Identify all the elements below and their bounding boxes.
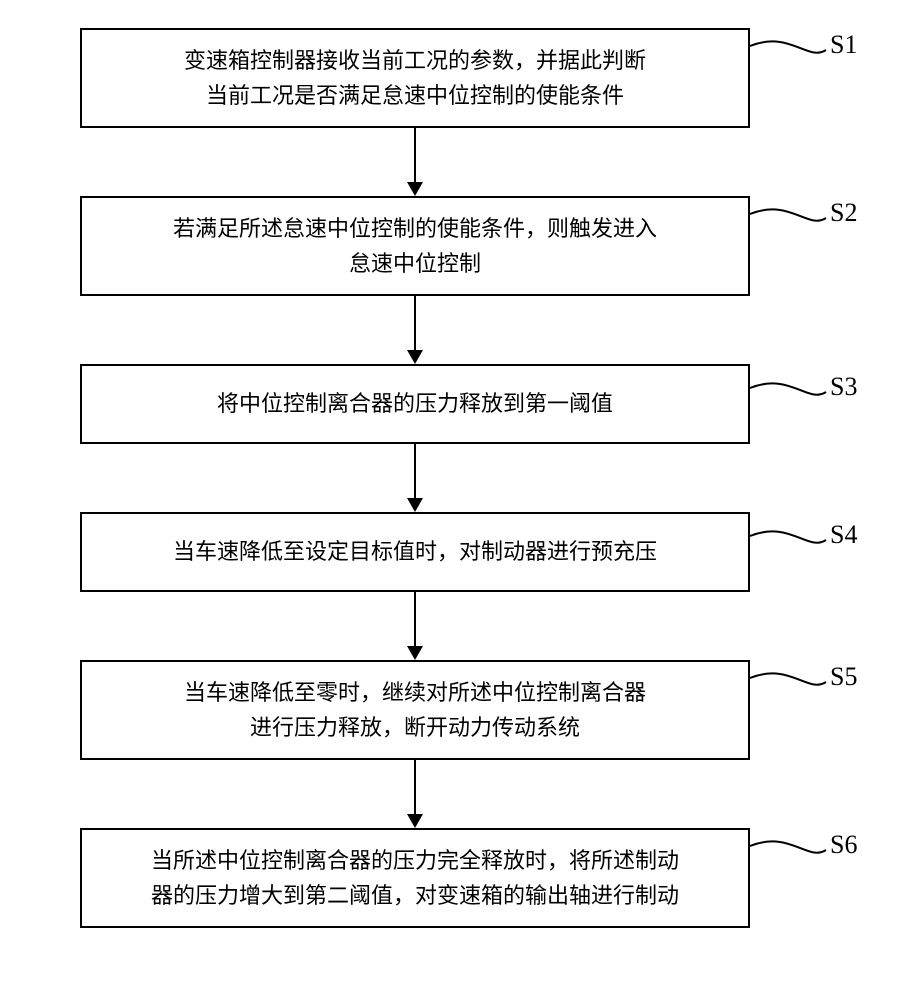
step-text-s6: 当所述中位控制离合器的压力完全释放时，将所述制动器的压力增大到第二阈值，对变速箱… xyxy=(151,843,679,913)
step-text-s4: 当车速降低至设定目标值时，对制动器进行预充压 xyxy=(173,534,657,569)
step-box-s5: 当车速降低至零时，继续对所述中位控制离合器进行压力释放，断开动力传动系统 xyxy=(80,660,750,760)
step-label-s6: S6 xyxy=(830,830,857,860)
step-label-s1: S1 xyxy=(830,30,857,60)
step-text-s5: 当车速降低至零时，继续对所述中位控制离合器进行压力释放，断开动力传动系统 xyxy=(184,675,646,745)
step-box-s2: 若满足所述怠速中位控制的使能条件，则触发进入怠速中位控制 xyxy=(80,196,750,296)
step-text-s1: 变速箱控制器接收当前工况的参数，并据此判断当前工况是否满足怠速中位控制的使能条件 xyxy=(184,43,646,113)
step-label-s3: S3 xyxy=(830,372,857,402)
step-box-s6: 当所述中位控制离合器的压力完全释放时，将所述制动器的压力增大到第二阈值，对变速箱… xyxy=(80,828,750,928)
arrow-head-0 xyxy=(407,182,423,196)
arrow-line-2 xyxy=(414,444,416,498)
step-label-s2: S2 xyxy=(830,198,857,228)
arrow-head-4 xyxy=(407,814,423,828)
arrow-line-0 xyxy=(414,128,416,182)
arrow-line-4 xyxy=(414,760,416,814)
arrow-head-1 xyxy=(407,350,423,364)
arrow-line-3 xyxy=(414,592,416,646)
step-label-s4: S4 xyxy=(830,520,857,550)
arrow-head-3 xyxy=(407,646,423,660)
arrow-head-2 xyxy=(407,498,423,512)
arrow-line-1 xyxy=(414,296,416,350)
step-label-s5: S5 xyxy=(830,662,857,692)
step-box-s3: 将中位控制离合器的压力释放到第一阈值 xyxy=(80,364,750,444)
flowchart-canvas: 变速箱控制器接收当前工况的参数，并据此判断当前工况是否满足怠速中位控制的使能条件… xyxy=(0,0,905,1000)
step-text-s2: 若满足所述怠速中位控制的使能条件，则触发进入怠速中位控制 xyxy=(173,211,657,281)
step-box-s4: 当车速降低至设定目标值时，对制动器进行预充压 xyxy=(80,512,750,592)
step-box-s1: 变速箱控制器接收当前工况的参数，并据此判断当前工况是否满足怠速中位控制的使能条件 xyxy=(80,28,750,128)
step-text-s3: 将中位控制离合器的压力释放到第一阈值 xyxy=(217,386,613,421)
